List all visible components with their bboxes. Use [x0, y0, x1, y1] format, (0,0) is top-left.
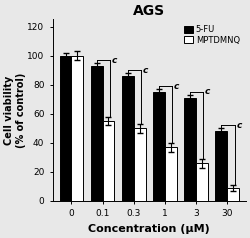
- Text: c: c: [143, 66, 148, 75]
- Bar: [60, 56, 72, 201]
- Bar: [184, 98, 196, 201]
- Y-axis label: Cell viability
(% of control): Cell viability (% of control): [4, 72, 26, 148]
- Bar: [227, 188, 239, 201]
- Text: c: c: [112, 55, 117, 64]
- Bar: [72, 56, 83, 201]
- Bar: [153, 92, 165, 201]
- Bar: [91, 66, 102, 201]
- Bar: [196, 163, 208, 201]
- X-axis label: Concentration (μM): Concentration (μM): [88, 224, 210, 234]
- Text: c: c: [205, 88, 210, 96]
- Title: AGS: AGS: [133, 4, 165, 18]
- Text: c: c: [236, 121, 242, 130]
- Bar: [102, 121, 115, 201]
- Text: c: c: [174, 82, 179, 91]
- Legend: 5-FU, MPTDMNQ: 5-FU, MPTDMNQ: [182, 24, 242, 46]
- Bar: [122, 76, 134, 201]
- Bar: [215, 131, 227, 201]
- Bar: [134, 128, 145, 201]
- Bar: [165, 147, 177, 201]
